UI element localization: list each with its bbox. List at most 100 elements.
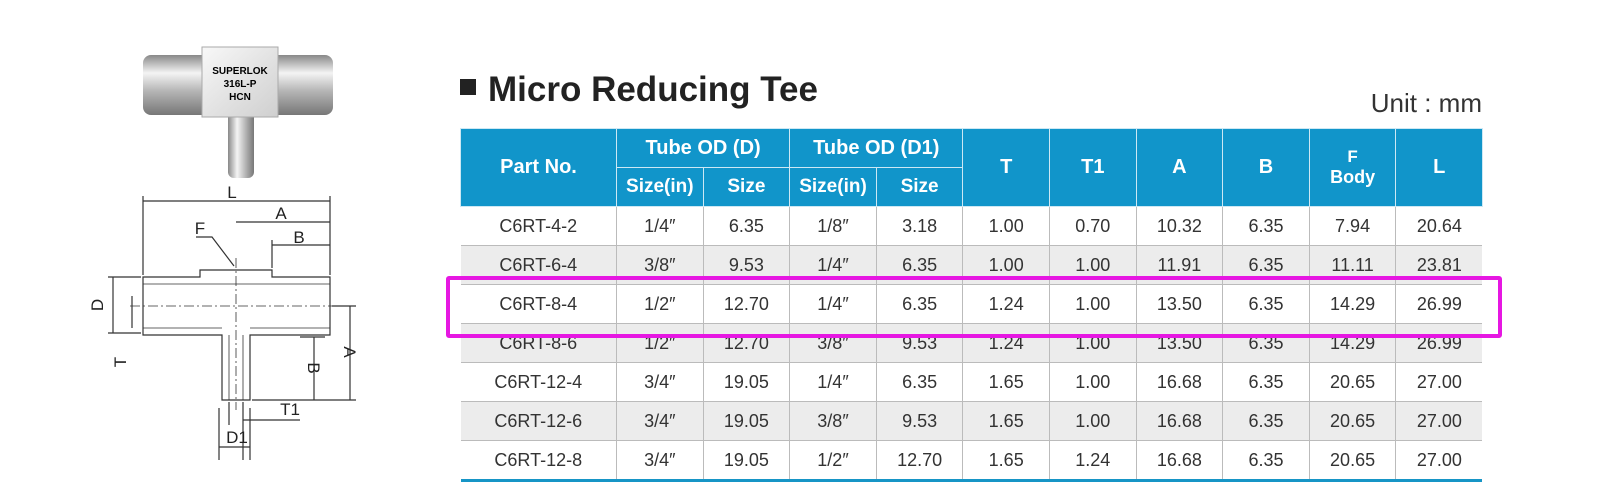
table-cell: 12.70 [702, 284, 790, 324]
header-cell: Tube OD (D1) [789, 128, 964, 168]
dimension-label: F [195, 219, 205, 238]
technical-drawing [108, 196, 356, 460]
photo-label: HCN [229, 92, 251, 103]
table-cell: 16.68 [1135, 440, 1223, 481]
dimension-label: B [304, 362, 323, 373]
table-cell: 1/4″ [789, 362, 877, 402]
dimension-label: L [227, 183, 236, 202]
table-cell: 3/4″ [616, 362, 704, 402]
table-cell: 14.29 [1308, 284, 1396, 324]
header-text: F [1347, 147, 1358, 166]
table-cell: 6.35 [875, 362, 963, 402]
table-cell: 6.35 [1222, 284, 1310, 324]
table-cell: 12.70 [875, 440, 963, 481]
table-cell: 6.35 [1222, 362, 1310, 402]
table-cell: 6.35 [1222, 206, 1310, 246]
dimension-label: B [293, 228, 304, 247]
table-cell: 6.35 [875, 284, 963, 324]
dimension-label: T [111, 357, 130, 367]
table-cell: C6RT-12-4 [460, 362, 617, 402]
table-cell: 7.94 [1308, 206, 1396, 246]
table-cell: 6.35 [1222, 401, 1310, 441]
title-bullet [460, 79, 476, 95]
table-cell: 16.68 [1135, 401, 1223, 441]
stem [228, 110, 254, 178]
sub-header-cell: Size [702, 167, 791, 207]
sub-header-cell: Size(in) [616, 167, 704, 207]
table-row: C6RT-12-4 3/4″ 19.05 1/4″ 6.35 1.65 1.00 16.68 6… [460, 362, 1483, 402]
table-cell: 27.00 [1395, 440, 1483, 481]
table-cell: 1/4″ [616, 206, 704, 246]
table-cell: 9.53 [875, 401, 963, 441]
dimension-label: T1 [280, 400, 300, 419]
table-cell: 1.24 [1049, 440, 1137, 481]
product-figure: SUPERLOK 316L-P HCN L A F B D T A [88, 46, 359, 460]
table-cell: 19.05 [702, 440, 790, 481]
table-row: C6RT-12-6 3/4″ 19.05 3/8″ 9.53 1.65 1.00 16.68 6… [460, 401, 1483, 441]
table-cell: 1.00 [1049, 401, 1137, 441]
table-cell: 1.00 [1049, 284, 1137, 324]
table-cell: 6.35 [1222, 440, 1310, 481]
table-cell: 3/4″ [616, 440, 704, 481]
table-cell: 6.35 [702, 206, 790, 246]
header-cell: T [962, 128, 1050, 207]
table-row: C6RT-8-4 1/2″ 12.70 1/4″ 6.35 1.24 1.00 13.50 6.… [460, 284, 1483, 324]
header-cell: T1 [1049, 128, 1137, 207]
table-cell: C6RT-12-8 [460, 440, 617, 481]
table-cell: 1.00 [1049, 362, 1137, 402]
table-cell: 1/8″ [789, 206, 877, 246]
header-text: Body [1330, 167, 1376, 187]
table-cell: C6RT-8-4 [460, 284, 617, 324]
table-cell: 10.32 [1135, 206, 1223, 246]
table-cell: 0.70 [1049, 206, 1137, 246]
title: Micro Reducing Tee [460, 70, 818, 110]
table-cell: 3/4″ [616, 401, 704, 441]
table-cell: 1.65 [962, 362, 1050, 402]
table-cell: 20.64 [1395, 206, 1483, 246]
table-cell: 3.18 [875, 206, 963, 246]
table-cell: 6.35 [1222, 323, 1310, 363]
dimension-label: D [88, 299, 107, 311]
table-cell: 1.00 [962, 206, 1050, 246]
header-cell: B [1222, 128, 1310, 207]
table-cell: 16.68 [1135, 362, 1223, 402]
body [201, 46, 279, 118]
unit-note: Unit : mm [1370, 88, 1482, 118]
table-cell: 14.29 [1308, 323, 1396, 363]
dimension-label: A [340, 346, 359, 358]
table-cell: 13.50 [1135, 284, 1223, 324]
header-cell: A [1135, 128, 1224, 207]
header-cell: Tube OD (D) [615, 128, 791, 168]
table-cell: 1/2″ [789, 440, 877, 481]
table-cell: 1.24 [962, 323, 1050, 363]
table-cell: 19.05 [702, 362, 790, 402]
table-cell: 1/4″ [789, 284, 877, 324]
table-row: C6RT-12-8 3/4″ 19.05 1/2″ 12.70 1.65 1.24 16.68… [460, 440, 1483, 481]
highlight-box [446, 276, 1502, 338]
dimension-label: A [275, 204, 287, 223]
header-cell: F Body [1308, 128, 1397, 207]
table-body: C6RT-4-2 1/4″ 6.35 1/8″ 3.18 1.00 0.70 10.32 6.3… [460, 206, 1483, 481]
table-cell: 20.65 [1308, 440, 1396, 481]
sub-header-cell: Size(in) [789, 167, 877, 207]
table-cell: 19.05 [702, 401, 790, 441]
table-cell: 27.00 [1395, 401, 1483, 441]
table-cell: 1/2″ [616, 323, 704, 363]
table-cell: 20.65 [1308, 362, 1396, 402]
header-cell: Part No. [460, 128, 617, 207]
table-row: C6RT-4-2 1/4″ 6.35 1/8″ 3.18 1.00 0.70 10.32 6.3… [460, 206, 1483, 246]
table-cell: 1/2″ [616, 284, 704, 324]
table-cell: 3/8″ [789, 401, 877, 441]
sub-header-cell: Size [875, 167, 964, 207]
table-cell: 27.00 [1395, 362, 1483, 402]
dimension-label: D1 [226, 428, 248, 447]
table-cell: C6RT-12-6 [460, 401, 617, 441]
table-cell: 1.65 [962, 401, 1050, 441]
table-cell: 1.24 [962, 284, 1050, 324]
header-cell: L [1395, 128, 1483, 207]
table-cell: 26.99 [1395, 284, 1483, 324]
table-cell: 20.65 [1308, 401, 1396, 441]
photo-label: SUPERLOK [212, 66, 268, 77]
photo-label: 316L-P [224, 79, 257, 90]
